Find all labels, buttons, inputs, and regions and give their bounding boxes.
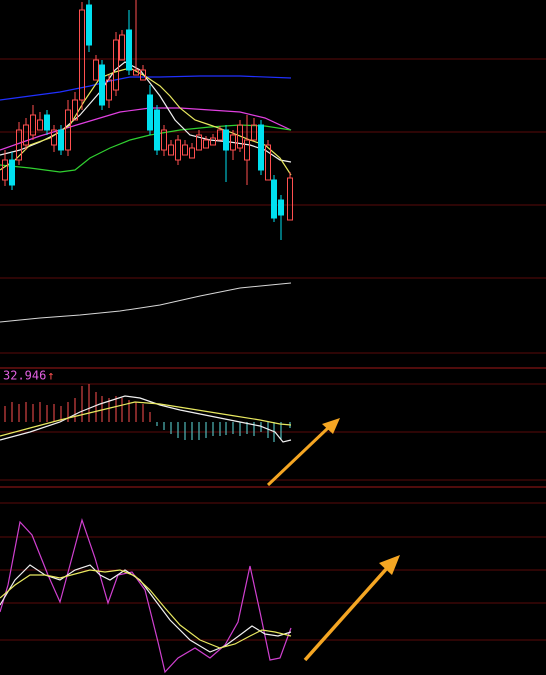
indicator-value: 32.946 <box>3 369 46 383</box>
up-candles <box>2 0 293 221</box>
arrow-shaft <box>266 426 330 487</box>
indicator-arrow: ↑ <box>47 369 54 383</box>
signal-line <box>0 401 292 437</box>
arrow-annotation <box>266 418 340 487</box>
down-candles <box>9 0 284 240</box>
ma-line <box>0 107 292 151</box>
grid <box>0 58 546 641</box>
kdj-j-line <box>0 517 292 674</box>
kdj-d-line <box>0 569 292 649</box>
arrow-head <box>322 418 340 434</box>
long-ma-line <box>0 282 292 323</box>
arrow-shaft <box>303 565 390 662</box>
ma-line <box>0 75 292 101</box>
macd-up-bars <box>4 384 151 422</box>
arrow-annotation <box>303 555 400 662</box>
arrow-head <box>379 555 400 575</box>
